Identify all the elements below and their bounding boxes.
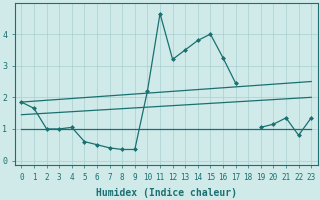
X-axis label: Humidex (Indice chaleur): Humidex (Indice chaleur) xyxy=(96,187,237,198)
